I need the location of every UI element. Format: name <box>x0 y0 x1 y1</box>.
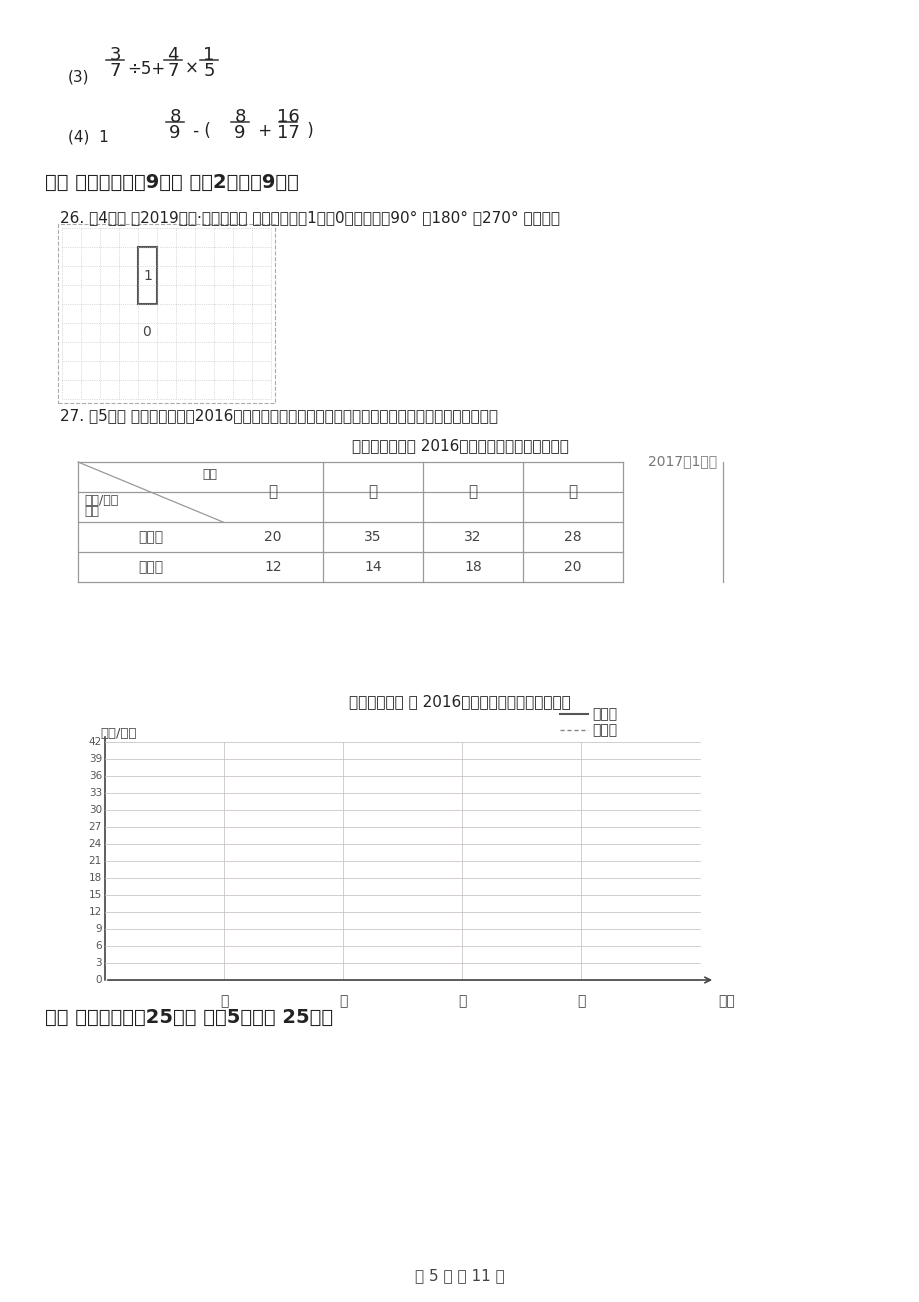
Text: 9: 9 <box>234 124 245 142</box>
Text: ×: × <box>185 60 199 78</box>
Text: 20: 20 <box>264 530 281 544</box>
Text: 17: 17 <box>277 124 299 142</box>
Text: 3: 3 <box>96 958 102 967</box>
Text: 季度: 季度 <box>202 467 217 480</box>
Text: 0: 0 <box>96 975 102 986</box>
Text: 16: 16 <box>277 108 299 126</box>
Text: 产値/万元: 产値/万元 <box>84 493 119 506</box>
Text: 8: 8 <box>169 108 180 126</box>
Text: +: + <box>253 122 277 141</box>
Text: 27. （5分） 印刷厂和纸盒到2016年各季度产値如下表，根据表中的数据。完成下面的折线统计图。: 27. （5分） 印刷厂和纸盒到2016年各季度产値如下表，根据表中的数据。完成… <box>60 408 497 423</box>
Text: 厂名: 厂名 <box>84 505 99 518</box>
Text: 36: 36 <box>88 771 102 781</box>
Text: 33: 33 <box>88 788 102 798</box>
Text: 8: 8 <box>234 108 245 126</box>
Text: 26. （4分） （2019五下·长沙期末） 分别画出图形1绕点0顺时针旋转90° 、180° 、270° 后的图形: 26. （4分） （2019五下·长沙期末） 分别画出图形1绕点0顺时针旋转90… <box>60 210 560 225</box>
Text: 21: 21 <box>88 855 102 866</box>
Text: 一: 一 <box>268 484 278 500</box>
Text: 印刷厂: 印刷厂 <box>138 530 163 544</box>
Text: 纸盒厂: 纸盒厂 <box>591 723 617 737</box>
Text: 季度: 季度 <box>717 993 734 1008</box>
Text: 三: 三 <box>458 993 466 1008</box>
Text: (4)  1: (4) 1 <box>68 130 108 145</box>
Text: 14: 14 <box>364 560 381 574</box>
Text: 28: 28 <box>563 530 581 544</box>
Text: 三: 三 <box>468 484 477 500</box>
Text: 二: 二 <box>368 484 377 500</box>
Text: 39: 39 <box>88 754 102 764</box>
Text: ): ) <box>301 122 313 141</box>
Text: 35: 35 <box>364 530 381 544</box>
Text: 18: 18 <box>88 874 102 883</box>
Text: 四: 四 <box>576 993 584 1008</box>
Text: 3: 3 <box>109 46 120 64</box>
Text: 五、 动手实践．（9分） （关2题；关9分）: 五、 动手实践．（9分） （关2题；关9分） <box>45 173 299 191</box>
Text: 27: 27 <box>88 822 102 832</box>
Text: 印刷厂和纸盒 厂 2016年各季度的产値情况统计图: 印刷厂和纸盒 厂 2016年各季度的产値情况统计图 <box>348 694 571 710</box>
Text: 5: 5 <box>203 62 214 79</box>
Text: 6: 6 <box>96 941 102 950</box>
Text: 12: 12 <box>88 907 102 917</box>
Text: 7: 7 <box>167 62 178 79</box>
Text: 30: 30 <box>89 805 102 815</box>
Text: 24: 24 <box>88 838 102 849</box>
Text: ÷5+: ÷5+ <box>127 60 165 78</box>
Text: (3): (3) <box>68 70 89 85</box>
Text: 32: 32 <box>464 530 482 544</box>
Text: 0: 0 <box>142 326 152 339</box>
Text: 15: 15 <box>88 891 102 900</box>
Text: 一: 一 <box>220 993 228 1008</box>
Text: - (: - ( <box>187 122 216 141</box>
Text: 产値/万元: 产値/万元 <box>100 727 136 740</box>
Text: 1: 1 <box>203 46 214 64</box>
Bar <box>138 247 157 303</box>
Text: 9: 9 <box>96 924 102 934</box>
Text: 12: 12 <box>264 560 281 574</box>
Text: 42: 42 <box>88 737 102 747</box>
Text: 4: 4 <box>167 46 178 64</box>
Text: 印刷厂和纸盒厂 2016年各季度的产値情况统计表: 印刷厂和纸盒厂 2016年各季度的产値情况统计表 <box>351 437 568 453</box>
Text: 9: 9 <box>169 124 180 142</box>
Text: 四: 四 <box>568 484 577 500</box>
Text: 印刷厂: 印刷厂 <box>591 707 617 721</box>
Text: 纸盒厂: 纸盒厂 <box>138 560 163 574</box>
Text: 7: 7 <box>109 62 120 79</box>
Text: 1: 1 <box>143 268 152 283</box>
Text: 六、 解决问题．（25分） （关5题；共 25分）: 六、 解决问题．（25分） （关5题；共 25分） <box>45 1008 333 1027</box>
Text: 2017年1月制: 2017年1月制 <box>647 454 716 467</box>
Text: 二: 二 <box>338 993 346 1008</box>
Text: 第 5 页 共 11 页: 第 5 页 共 11 页 <box>414 1268 505 1282</box>
Text: 20: 20 <box>563 560 581 574</box>
Text: 18: 18 <box>463 560 482 574</box>
